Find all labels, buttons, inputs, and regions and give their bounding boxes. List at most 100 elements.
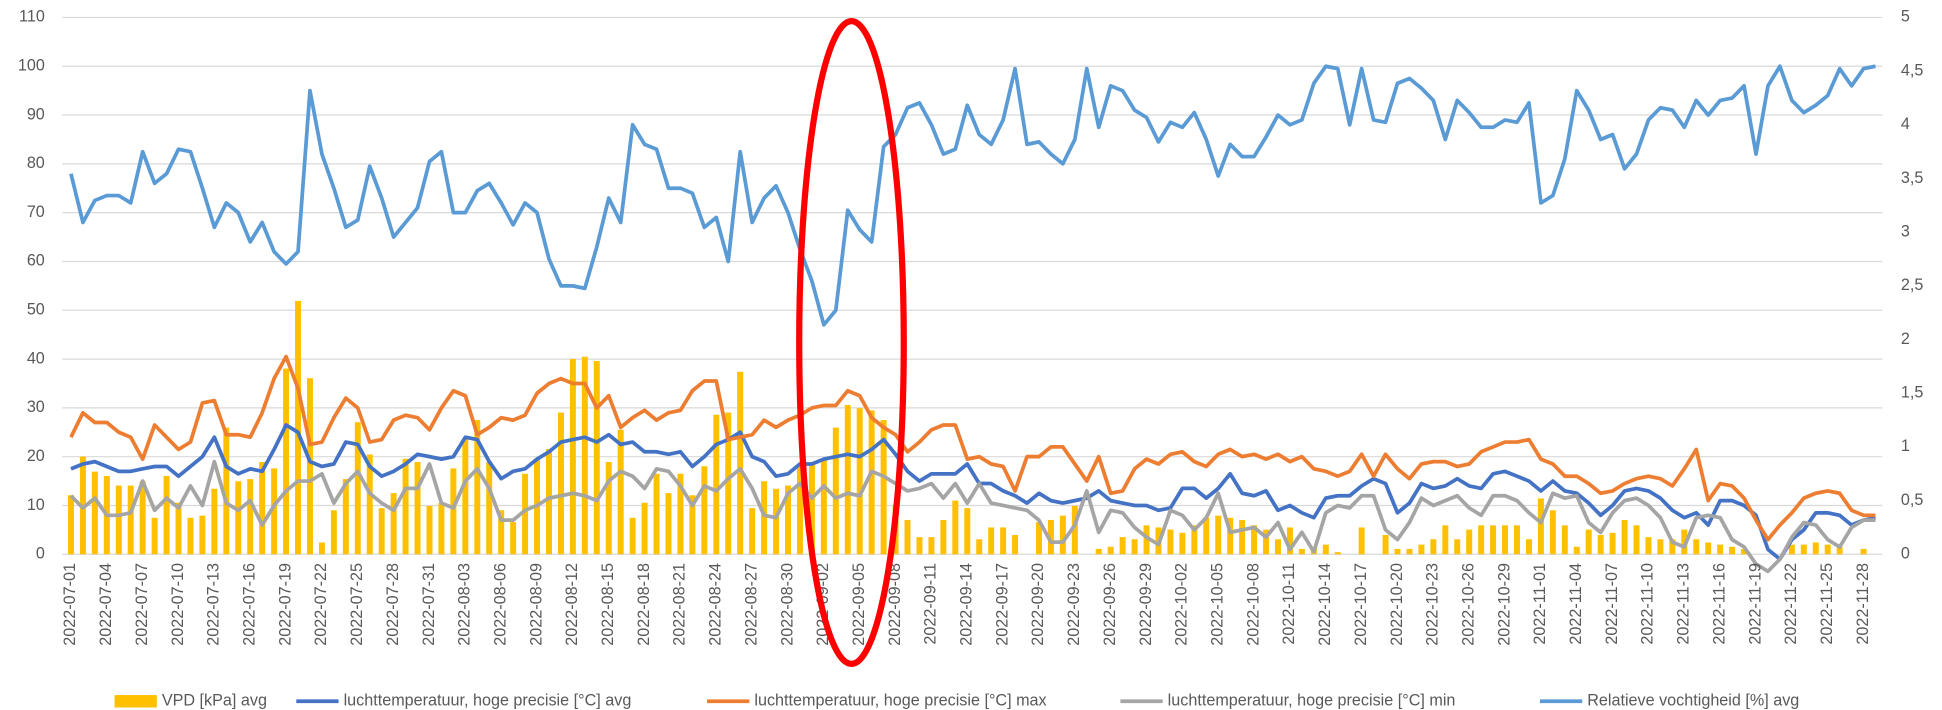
x-tick-label: 2022-08-03 — [456, 563, 474, 646]
bar — [1788, 544, 1795, 555]
bar — [223, 427, 230, 555]
bar — [1358, 527, 1365, 555]
bar — [761, 481, 768, 555]
y2-tick-label: 2 — [1901, 330, 1910, 348]
x-tick-label: 2022-11-28 — [1854, 563, 1872, 645]
bar — [581, 356, 588, 555]
bar — [259, 461, 266, 555]
x-tick-label: 2022-10-29 — [1495, 563, 1513, 646]
bar — [773, 488, 780, 555]
bar — [1741, 548, 1748, 555]
bar — [450, 468, 457, 555]
bar — [1143, 525, 1150, 555]
bar — [868, 410, 875, 555]
x-tick-label: 2022-10-17 — [1352, 563, 1370, 646]
y-tick-label: 60 — [27, 252, 45, 270]
bar — [1394, 548, 1401, 555]
bar — [211, 488, 218, 555]
bar — [1537, 498, 1544, 555]
bar — [187, 517, 194, 555]
x-tick-label: 2022-11-25 — [1818, 563, 1836, 645]
line — [69, 354, 1876, 542]
bar — [725, 412, 732, 555]
x-tick-label: 2022-08-30 — [778, 563, 796, 646]
x-tick-label: 2022-10-02 — [1173, 563, 1191, 646]
bar — [139, 481, 146, 555]
bar — [1621, 519, 1628, 555]
bar — [1263, 529, 1270, 555]
bar — [952, 500, 959, 555]
bar — [1490, 525, 1497, 555]
y2-tick-label: 5 — [1901, 8, 1910, 26]
bar — [354, 422, 361, 555]
bar — [283, 368, 290, 555]
bar — [1119, 537, 1126, 555]
bar — [1203, 517, 1210, 555]
bar — [1012, 534, 1019, 555]
bar — [665, 493, 672, 555]
bar — [1334, 552, 1341, 555]
y-tick-label: 70 — [27, 203, 45, 221]
x-tick-label: 2022-07-13 — [205, 563, 223, 646]
y2-tick-label: 3,5 — [1901, 169, 1923, 187]
bar — [1298, 548, 1305, 555]
x-tick-label: 2022-07-19 — [276, 563, 294, 646]
bar — [557, 412, 564, 555]
bar — [402, 458, 409, 555]
x-tick-label: 2022-08-27 — [742, 563, 760, 646]
bar — [928, 537, 935, 555]
x-tick-label: 2022-11-04 — [1567, 563, 1585, 645]
y-tick-label: 110 — [19, 8, 45, 26]
line — [70, 423, 1876, 562]
x-tick-label: 2022-07-28 — [384, 563, 402, 646]
bar — [486, 461, 493, 555]
bar — [1514, 525, 1520, 555]
x-tick-label: 2022-07-04 — [97, 563, 115, 646]
x-tick-label: 2022-11-16 — [1710, 563, 1728, 645]
bar — [1669, 539, 1676, 555]
bar — [1466, 529, 1473, 555]
bars — [67, 300, 1867, 555]
bar — [1645, 537, 1652, 555]
line — [69, 459, 1876, 574]
bar — [820, 458, 827, 555]
x-tick-label: 2022-09-26 — [1101, 563, 1119, 646]
x-tick-label: 2022-11-07 — [1603, 563, 1621, 645]
bar — [593, 361, 600, 555]
y-tick-label: 0 — [36, 545, 45, 563]
bar — [1454, 539, 1461, 555]
bar — [1179, 532, 1186, 555]
bar — [426, 505, 433, 555]
bar — [1681, 529, 1688, 555]
bar — [438, 502, 445, 555]
bar — [1418, 544, 1425, 555]
bar — [199, 515, 206, 555]
bar — [1286, 527, 1293, 555]
bar — [964, 508, 971, 555]
bar — [474, 420, 481, 555]
bar — [916, 537, 923, 555]
y-tick-label: 10 — [27, 496, 45, 514]
bar — [1705, 542, 1712, 555]
bar — [1573, 546, 1580, 555]
bar — [1215, 515, 1222, 555]
bar — [378, 508, 385, 555]
bar — [1502, 525, 1509, 555]
bar — [976, 539, 983, 555]
bar — [510, 522, 517, 555]
bar — [115, 485, 122, 555]
bar — [701, 466, 708, 555]
x-tick-label: 2022-08-09 — [527, 563, 545, 646]
x-tick-label: 2022-07-22 — [312, 563, 330, 646]
x-tick-label: 2022-07-07 — [133, 563, 151, 646]
bar — [796, 466, 803, 555]
x-tick-label: 2022-09-17 — [993, 563, 1011, 646]
x-tick-label: 2022-07-10 — [169, 563, 187, 646]
bar — [844, 405, 851, 555]
bar — [414, 461, 421, 555]
x-tick-label: 2022-10-05 — [1209, 563, 1227, 646]
legend-label: Relatieve vochtigheid [%] avg — [1587, 692, 1799, 710]
bar — [127, 485, 134, 555]
bar — [330, 510, 337, 555]
bar — [1167, 529, 1174, 555]
